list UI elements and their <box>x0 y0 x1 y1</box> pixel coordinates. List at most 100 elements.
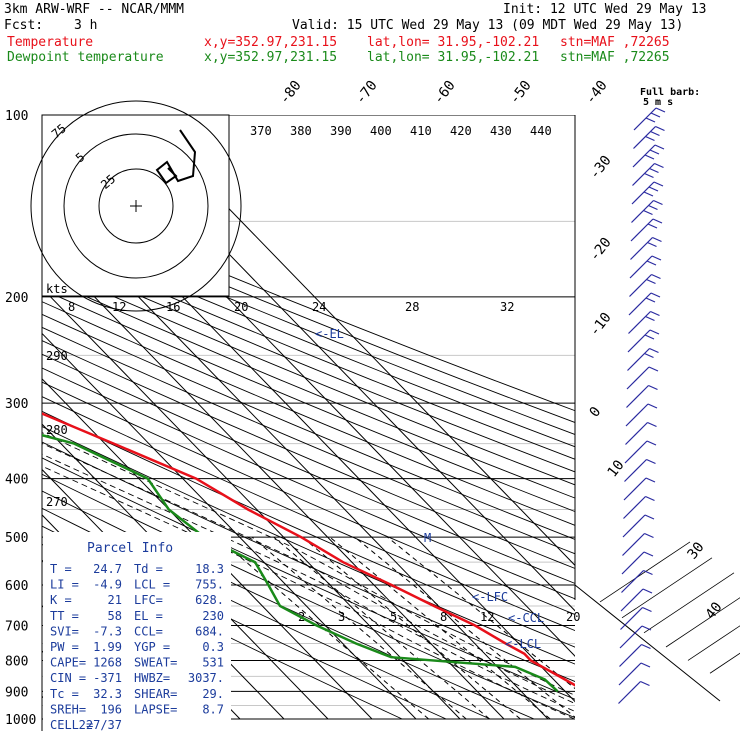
mixing-ratio-line <box>329 536 551 720</box>
wind-barb <box>633 126 656 149</box>
isotherm-line <box>137 115 575 567</box>
wind-barb <box>625 403 649 427</box>
theta-label: 420 <box>450 124 472 138</box>
wind-barb <box>631 200 654 223</box>
wind-barb-flag <box>647 403 658 409</box>
wind-barb-flag <box>643 569 653 576</box>
level-marker: <-LCL <box>505 637 541 651</box>
dry-adiabat <box>42 410 575 648</box>
wind-barb <box>629 255 653 279</box>
wind-barb <box>622 514 646 538</box>
temperature-latlon: lat,lon= 31.95,-102.21 <box>367 35 540 50</box>
wind-barb <box>622 533 645 556</box>
pressure-tick-label: 300 <box>5 397 28 412</box>
wind-barb <box>629 274 652 297</box>
parcel-value: 21 <box>108 593 122 607</box>
pressure-tick-label: 900 <box>5 685 28 700</box>
parcel-key: K = <box>50 593 72 607</box>
dry-adiabat <box>42 381 575 616</box>
hodograph-units: kts <box>46 282 68 296</box>
wind-barb-flag <box>644 154 655 160</box>
model-title: 3km ARW-WRF -- NCAR/MMM <box>4 2 185 17</box>
dry-adiabat <box>42 196 575 412</box>
wind-barb-flag <box>652 236 662 243</box>
isotherm-label: -50 <box>507 78 535 108</box>
parcel-key: SREH= <box>50 702 86 716</box>
wind-barb-flag <box>649 347 659 354</box>
forecast-hour: 3 h <box>74 18 98 33</box>
parcel-value: 628. <box>195 593 224 607</box>
parcel-value: 230 <box>202 609 224 623</box>
isotherm-label: -10 <box>587 310 615 340</box>
wind-barb-flag <box>654 162 664 169</box>
hodo-speed-label: 8 <box>68 300 75 314</box>
wind-barb-flag <box>653 181 664 187</box>
wind-barb-flag <box>644 514 655 520</box>
wind-barb-flag <box>649 329 660 335</box>
wind-barb-flag <box>645 495 655 502</box>
wind-barb <box>621 551 645 575</box>
parcel-value: 531 <box>202 656 224 670</box>
parcel-value: 29. <box>202 687 224 701</box>
wind-barb <box>628 292 652 316</box>
wind-barb <box>631 181 655 205</box>
wind-barb <box>626 366 650 390</box>
hodo-speed-label: 20 <box>234 300 248 314</box>
isotherm-label: -60 <box>431 78 459 108</box>
hodograph-ring <box>98 168 174 244</box>
parcel-value: 0.3 <box>202 640 224 654</box>
wind-barb-flag <box>650 112 661 118</box>
dry-adiabat <box>42 441 575 682</box>
parcel-value: 18.3 <box>195 562 224 576</box>
wind-barb-flag <box>650 292 661 298</box>
wind-barb <box>627 329 651 353</box>
hodo-speed-label: 28 <box>405 300 419 314</box>
wind-barb <box>621 570 644 593</box>
wind-barb <box>626 385 649 408</box>
dry-adiabat <box>42 367 575 600</box>
extension-line <box>709 652 740 674</box>
parcel-value: 8.7 <box>202 702 224 716</box>
parcel-key: SVI= <box>50 624 79 638</box>
parcel-key: Td = <box>134 562 163 576</box>
theta-label: 370 <box>250 124 272 138</box>
moist-adiabat <box>42 465 575 720</box>
wind-barb <box>628 311 651 334</box>
wind-barb-flag <box>651 255 662 261</box>
wind-barb-flag <box>655 125 665 132</box>
moist-adiabat <box>42 442 575 705</box>
level-marker: <-CCL <box>508 611 544 625</box>
parcel-key: CCL= <box>134 624 163 638</box>
dry-adiabat <box>42 396 575 632</box>
hodograph-ring <box>63 133 209 279</box>
dewpoint-xy: x,y=352.97,231.15 <box>204 50 338 65</box>
parcel-title: Parcel Info <box>87 541 173 556</box>
hodograph-trace <box>155 129 197 185</box>
barb-legend: 5 m s <box>643 97 673 108</box>
wind-barb-flag <box>647 421 657 428</box>
mixing-ratio-line <box>387 536 575 690</box>
wind-barb <box>630 237 653 260</box>
wind-barbs: Full barb:5 m s <box>618 87 700 704</box>
parcel-key: LAPSE= <box>134 702 177 716</box>
pressure-tick-label: 800 <box>5 654 28 669</box>
level-marker: <-LFC <box>472 590 508 604</box>
parcel-key: HWBZ= <box>134 671 170 685</box>
parcel-panel-bg <box>43 532 231 730</box>
dry-adiabat <box>42 340 575 569</box>
wind-barb-flag <box>649 167 659 174</box>
wind-barb-flag <box>641 625 652 631</box>
isotherm-line <box>42 332 417 720</box>
theta-label: 440 <box>530 124 552 138</box>
pressure-tick-label: 600 <box>5 579 28 594</box>
mixing-ratio-label: 5 <box>390 610 397 624</box>
isotherm-line <box>42 378 373 720</box>
parcel-key: LFC= <box>134 593 163 607</box>
wind-barb-flag <box>643 209 653 216</box>
dry-adiabat <box>42 426 575 665</box>
dry-adiabat <box>42 288 575 513</box>
dry-adiabat <box>42 218 575 435</box>
parcel-key: CELL = <box>50 718 93 732</box>
theta-label: 290 <box>46 349 68 363</box>
parcel-key: PW = <box>50 640 79 654</box>
